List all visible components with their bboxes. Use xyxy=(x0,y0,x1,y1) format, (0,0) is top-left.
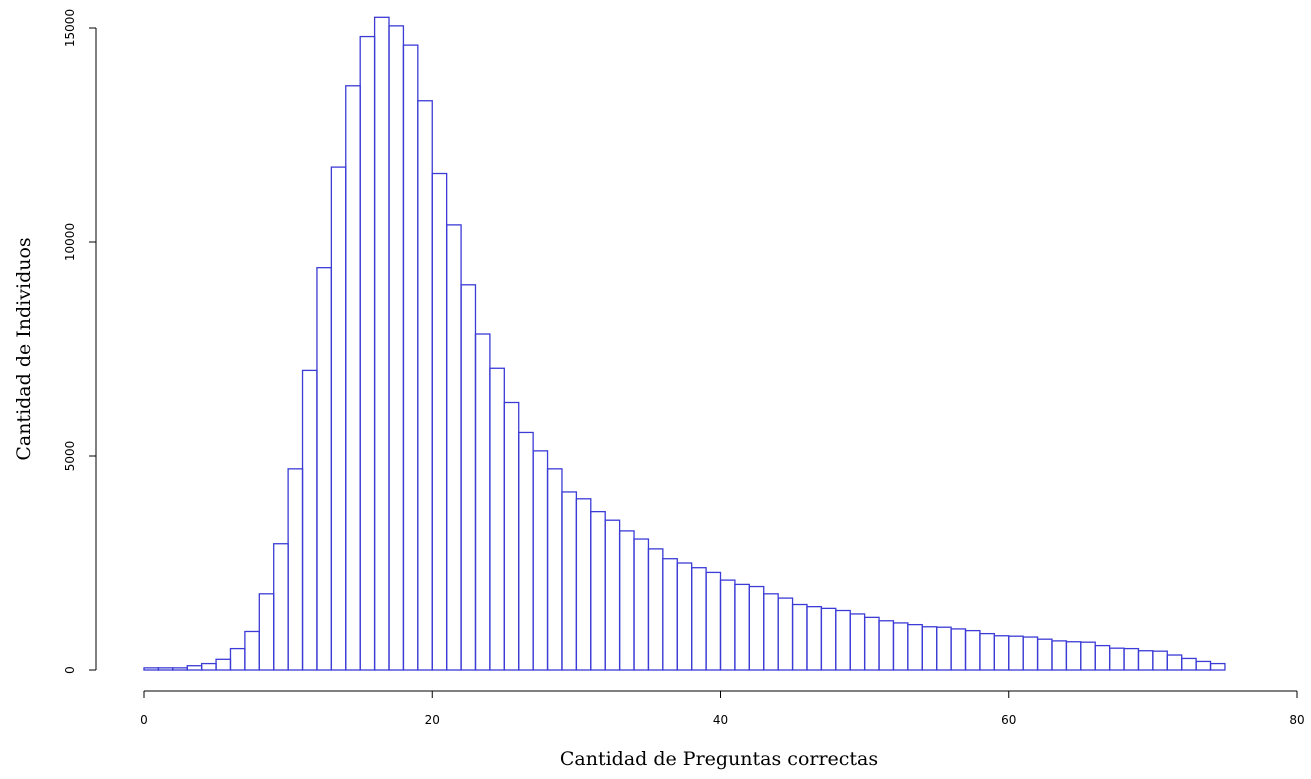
histogram-bar xyxy=(1008,635,1024,671)
histogram-bar xyxy=(835,609,851,671)
histogram-bar xyxy=(892,622,909,671)
histogram-bar xyxy=(618,530,635,671)
histogram-bar xyxy=(748,585,765,671)
histogram-bar xyxy=(186,665,203,671)
histogram-bar xyxy=(1080,641,1096,671)
histogram-bar xyxy=(791,603,808,671)
histogram-bar xyxy=(907,623,923,671)
y-tick-label: 5000 xyxy=(63,441,77,472)
y-tick-label: 0 xyxy=(63,666,77,674)
histogram-bar xyxy=(474,333,491,671)
histogram-bar xyxy=(172,667,188,671)
histogram-bar xyxy=(979,632,995,671)
y-axis-label: Cantidad de Individuos xyxy=(13,237,35,460)
histogram-bar xyxy=(388,25,405,671)
x-tick-label: 20 xyxy=(425,713,440,727)
y-axis: 0 5000 10000 15000 xyxy=(63,9,97,674)
histogram-bar xyxy=(691,567,707,671)
histogram-bar xyxy=(806,606,823,671)
histogram-bar xyxy=(1137,650,1154,671)
histogram-bar xyxy=(157,667,174,671)
histogram-bar xyxy=(863,616,880,671)
histogram-bar xyxy=(719,579,736,671)
histogram-bar xyxy=(1094,644,1111,671)
histogram-bar xyxy=(676,562,693,671)
histogram-bar xyxy=(200,662,217,671)
histogram-bar xyxy=(417,100,433,671)
histogram-bar xyxy=(316,267,333,671)
histogram-bar xyxy=(301,369,318,671)
histogram-bar xyxy=(763,593,779,671)
histogram-bar xyxy=(1108,647,1125,671)
x-tick-label: 0 xyxy=(140,713,148,727)
histogram-bar xyxy=(705,571,722,671)
histogram-bar xyxy=(287,468,304,671)
histogram-bar xyxy=(849,613,866,671)
y-tick-label: 15000 xyxy=(63,9,77,47)
histogram-bar xyxy=(532,450,549,671)
histogram-bar xyxy=(993,635,1010,671)
histogram-bar xyxy=(777,597,794,671)
histogram-bar xyxy=(1209,662,1226,671)
histogram-bar xyxy=(1166,654,1183,671)
histogram-bar xyxy=(359,35,376,671)
histogram-bar xyxy=(590,510,606,671)
histogram-bar xyxy=(950,628,967,671)
histogram-bar xyxy=(503,401,520,671)
histogram-bar xyxy=(1065,641,1082,671)
histogram-bar xyxy=(1051,640,1068,671)
histogram-bar xyxy=(964,629,981,671)
histogram-bar xyxy=(820,607,837,671)
histogram-bar xyxy=(373,16,390,671)
histogram-bar xyxy=(561,491,578,671)
x-tick-label: 60 xyxy=(1001,713,1016,727)
histogram-bar xyxy=(604,519,621,671)
x-axis: 0 20 40 60 80 xyxy=(140,690,1305,727)
x-tick-label: 80 xyxy=(1289,713,1304,727)
histogram-bar xyxy=(647,548,664,671)
histogram-bar xyxy=(546,468,563,671)
histogram-bar xyxy=(1036,638,1053,671)
histogram-bar xyxy=(734,583,750,671)
y-tick-label: 10000 xyxy=(63,223,77,261)
histogram-bar xyxy=(460,284,477,671)
histogram-bar xyxy=(258,593,275,671)
histogram-bar xyxy=(431,172,448,671)
histogram-bar xyxy=(330,166,347,671)
histogram-bar xyxy=(921,626,938,671)
histogram-bar xyxy=(489,367,505,671)
histogram-bar xyxy=(936,626,952,671)
histogram-bar xyxy=(215,658,232,671)
histogram-bar xyxy=(878,620,895,671)
histogram-bar xyxy=(1195,660,1212,671)
histogram-bar xyxy=(575,498,592,671)
histogram-bar xyxy=(662,558,678,671)
x-axis-label: Cantidad de Preguntas correctas xyxy=(560,748,878,770)
histogram-bar xyxy=(1152,650,1168,671)
histogram-bars xyxy=(143,16,1226,671)
histogram-bar xyxy=(402,44,419,671)
histogram-bar xyxy=(273,543,289,671)
x-tick-label: 40 xyxy=(713,713,728,727)
histogram-bar xyxy=(345,85,361,671)
histogram-bar xyxy=(229,647,246,671)
histogram-bar xyxy=(446,224,462,671)
histogram-bar xyxy=(1123,647,1140,671)
histogram-bar xyxy=(633,538,650,671)
histogram-bar xyxy=(1181,657,1197,671)
histogram-bar xyxy=(143,667,160,671)
histogram-bar xyxy=(518,431,534,671)
histogram-bar xyxy=(1022,636,1039,671)
histogram-bar xyxy=(244,630,260,671)
